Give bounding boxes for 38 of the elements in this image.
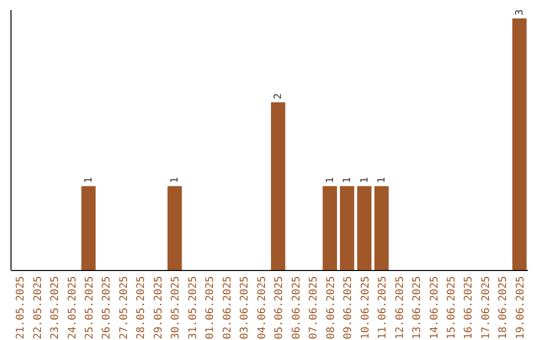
x-tick-label: 27.05.2025 (118, 276, 130, 340)
data-label: 1 (170, 177, 181, 184)
x-tick-label: 13.06.2025 (411, 276, 424, 340)
data-label: 1 (359, 177, 370, 184)
x-tick-label: 06.06.2025 (290, 276, 302, 340)
x-tick-label: 26.05.2025 (100, 276, 113, 340)
x-tick-label: 11.06.2025 (376, 276, 389, 340)
x-tick-label: 22.05.2025 (32, 276, 44, 340)
x-tick-label: 05.06.2025 (273, 276, 286, 340)
x-tick-label: 18.06.2025 (497, 276, 510, 340)
data-label: 1 (324, 177, 336, 184)
x-tick-label: 03.06.2025 (238, 276, 251, 340)
data-label: 2 (273, 93, 284, 100)
x-tick-label: 09.06.2025 (342, 276, 354, 340)
x-tick-label: 21.05.2025 (14, 276, 27, 340)
data-label: 1 (342, 177, 354, 184)
x-tick-label: 07.06.2025 (308, 276, 320, 340)
x-tick-label: 01.06.2025 (204, 276, 216, 340)
x-tick-label: 28.05.2025 (135, 276, 148, 340)
data-label: 3 (514, 9, 526, 16)
x-tick-label: 19.06.2025 (514, 276, 526, 340)
x-tick-label: 02.06.2025 (221, 276, 234, 340)
x-tick-label: 23.05.2025 (49, 276, 62, 340)
x-tick-label: 14.06.2025 (428, 276, 440, 340)
x-tick-label: 25.05.2025 (83, 276, 96, 340)
x-tick-label: 08.06.2025 (324, 276, 337, 340)
data-label: 1 (376, 177, 388, 184)
x-tick-label: 04.06.2025 (256, 276, 268, 340)
x-tick-label: 12.06.2025 (394, 276, 406, 340)
x-tick-label: 17.06.2025 (480, 276, 492, 340)
x-tick-label: 16.06.2025 (462, 276, 475, 340)
x-tick-label: 31.05.2025 (186, 276, 199, 340)
data-label: 1 (83, 177, 94, 184)
x-tick-label: 24.05.2025 (66, 276, 78, 340)
x-tick-label: 30.05.2025 (170, 276, 182, 340)
x-tick-label: 15.06.2025 (446, 276, 458, 340)
x-tick-label: 10.06.2025 (359, 276, 372, 340)
x-tick-label: 29.05.2025 (152, 276, 164, 340)
